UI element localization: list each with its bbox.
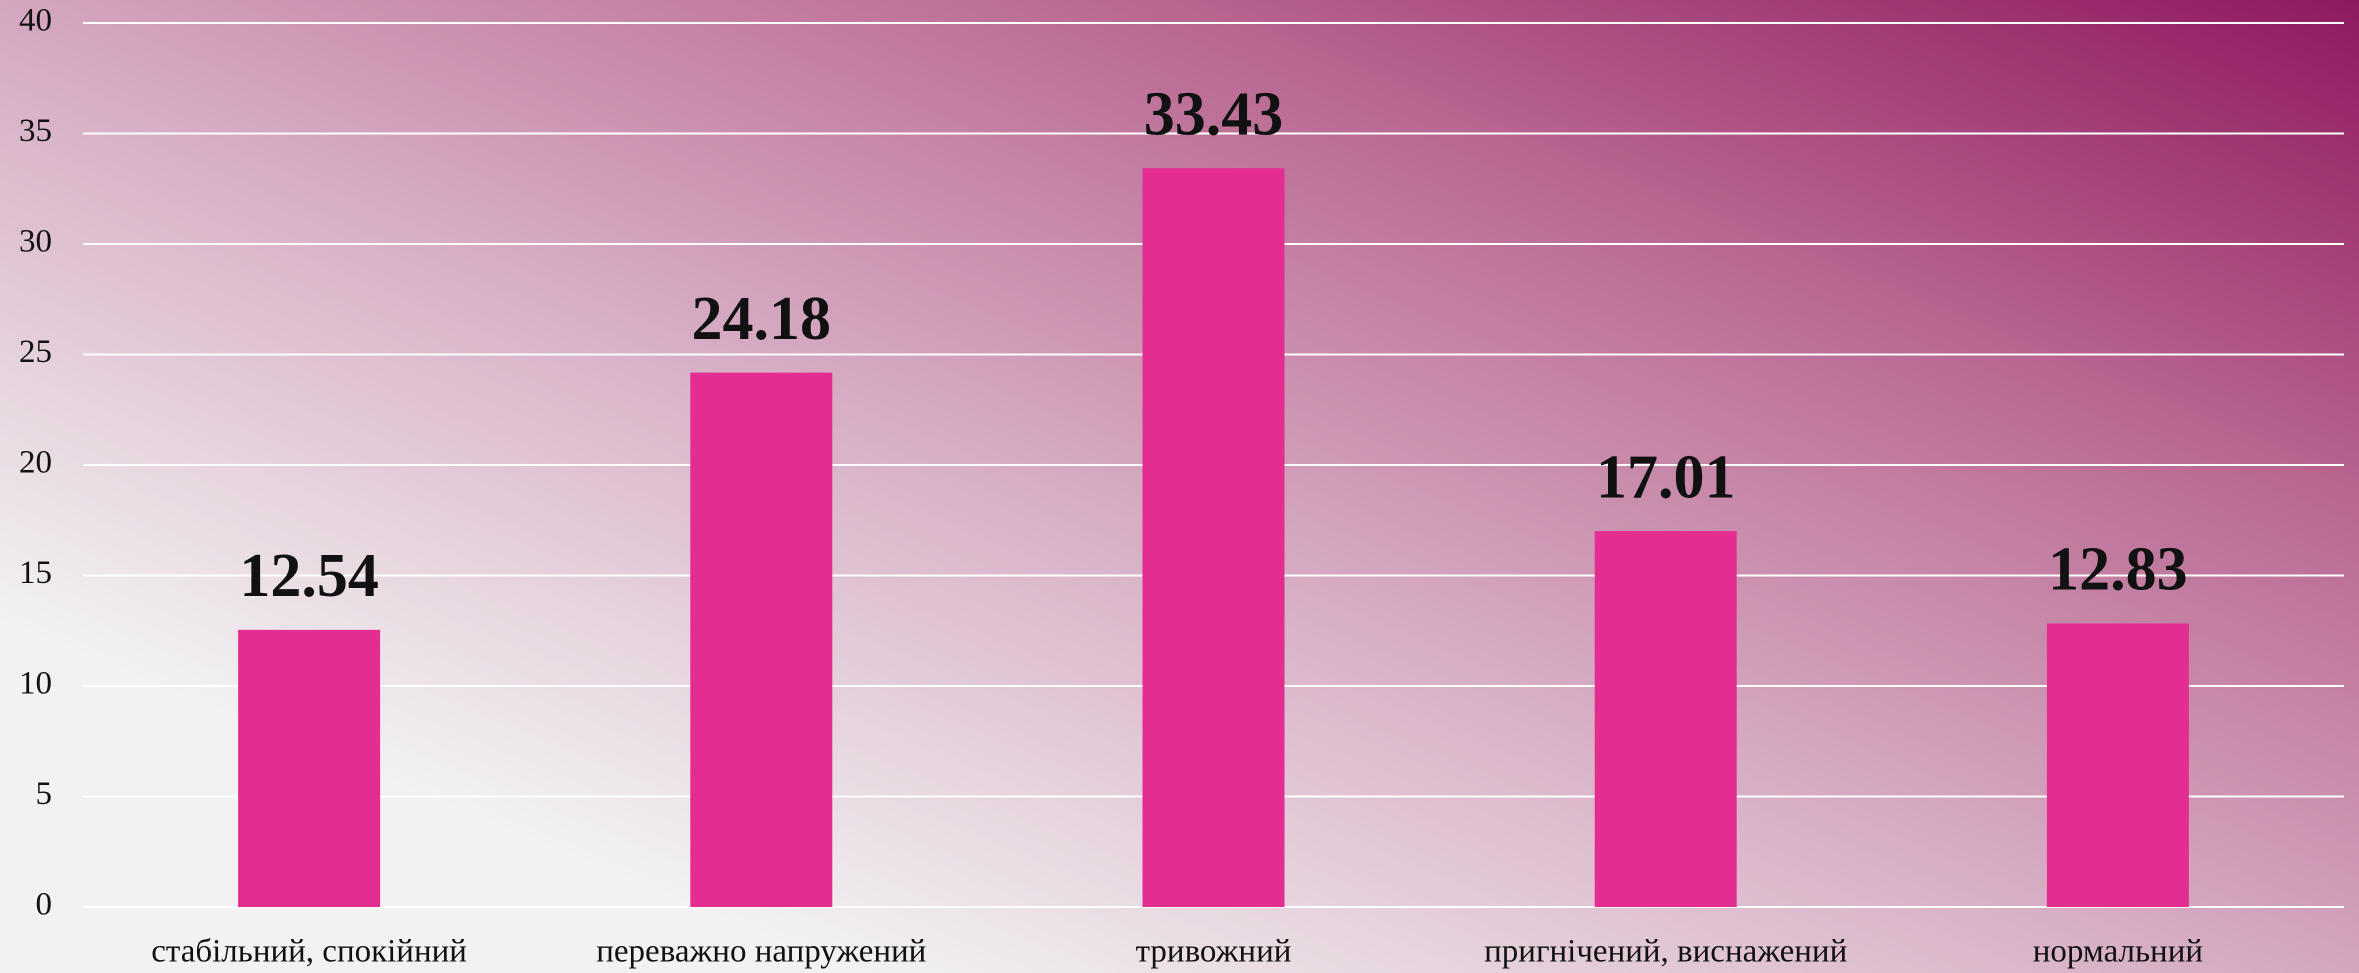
y-tick-label: 20	[19, 445, 52, 481]
y-tick-label: 0	[36, 887, 53, 923]
y-tick-label: 10	[19, 666, 52, 702]
y-tick-label: 25	[19, 334, 52, 370]
x-tick-label: пригнічений, виснажений	[1484, 934, 1847, 970]
bar	[238, 629, 381, 907]
y-tick-label: 30	[19, 224, 52, 260]
bar	[1142, 168, 1285, 907]
x-tick-label: нормальний	[2033, 934, 2203, 970]
bar	[2046, 623, 2189, 907]
y-tick-label: 40	[19, 3, 52, 39]
value-label: 17.01	[1596, 443, 1736, 511]
bar	[1594, 531, 1737, 907]
x-tick-label: тривожний	[1136, 934, 1292, 970]
bar	[690, 372, 833, 907]
y-tick-label: 35	[19, 113, 52, 149]
value-label: 33.43	[1144, 80, 1284, 148]
y-tick-label: 15	[19, 555, 52, 591]
x-tick-label: стабільний, спокійний	[151, 934, 467, 970]
x-tick-label: переважно напружений	[596, 934, 926, 970]
y-tick-label: 5	[36, 776, 53, 812]
value-label: 12.54	[239, 542, 379, 610]
value-label: 24.18	[692, 285, 832, 353]
value-label: 12.83	[2048, 536, 2188, 604]
